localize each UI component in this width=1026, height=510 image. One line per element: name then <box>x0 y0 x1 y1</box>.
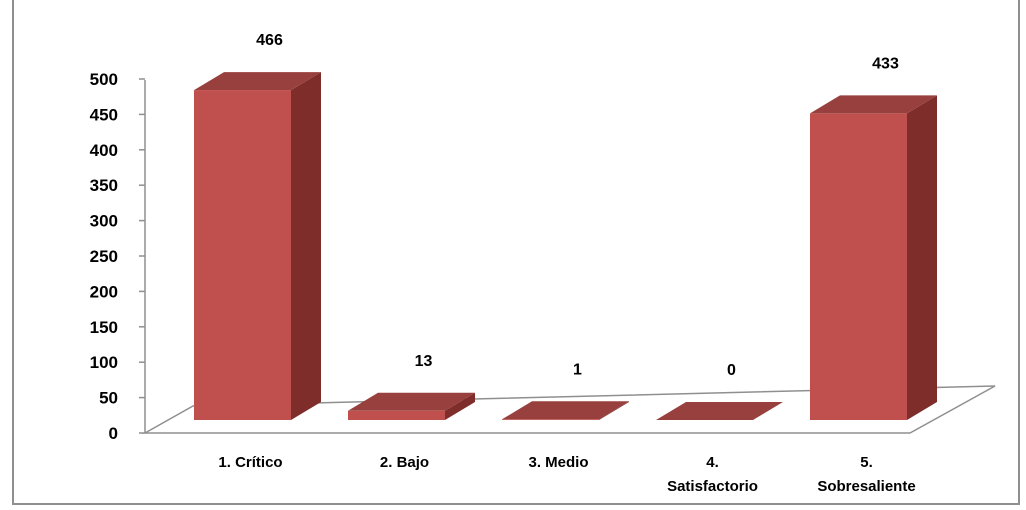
bar-side <box>907 95 937 420</box>
bar <box>810 95 937 420</box>
y-tick-label: 150 <box>90 318 118 337</box>
category-label: 4. Satisfactorio <box>667 454 758 495</box>
y-tick-label: 450 <box>90 105 118 124</box>
bar-top <box>348 392 475 411</box>
data-label: 0 <box>727 362 736 379</box>
chart-frame <box>12 0 1020 505</box>
x-axis-labels: 1. Crítico 2. Bajo 3. Medio 4. Satisfactorio… <box>218 454 915 495</box>
bar-front <box>502 419 599 420</box>
bar-front <box>810 113 907 420</box>
data-label: 13 <box>415 353 433 370</box>
data-label: 1 <box>573 361 582 378</box>
floor-plane <box>142 385 996 434</box>
category-label: 5. Sobresaliente <box>817 454 915 495</box>
bar <box>656 402 783 420</box>
y-tick-label: 100 <box>90 353 118 372</box>
y-tick-label: 350 <box>90 176 118 195</box>
bar-top <box>656 402 783 420</box>
y-tick-label: 500 <box>90 70 118 89</box>
y-tick-label: 400 <box>90 141 118 160</box>
y-tick-label: 300 <box>90 212 118 231</box>
y-tick-label: 250 <box>90 247 118 266</box>
category-label: 3. Medio <box>528 454 588 471</box>
bar-front <box>194 90 291 421</box>
bar-front <box>348 410 445 420</box>
bar-side <box>291 72 321 421</box>
data-label: 433 <box>872 55 899 72</box>
y-tick-label: 200 <box>90 282 118 301</box>
category-label: 1. Crítico <box>218 454 282 471</box>
bar <box>502 401 629 420</box>
data-labels: 466 13 1 0 433 <box>256 32 899 379</box>
y-tick-label: 0 <box>109 424 118 443</box>
y-tick-label: 50 <box>99 389 118 408</box>
bar-side <box>445 392 475 420</box>
bar-top <box>194 72 321 91</box>
category-label: 2. Bajo <box>380 454 429 471</box>
bar <box>194 72 321 421</box>
y-axis: 0 50 100 150 200 250 300 350 400 450 500 <box>90 70 145 443</box>
bars <box>194 72 937 421</box>
bar-top <box>502 401 629 420</box>
bar-top <box>810 95 937 114</box>
bar-side <box>599 401 629 420</box>
bar <box>348 392 475 420</box>
data-label: 466 <box>256 32 283 49</box>
